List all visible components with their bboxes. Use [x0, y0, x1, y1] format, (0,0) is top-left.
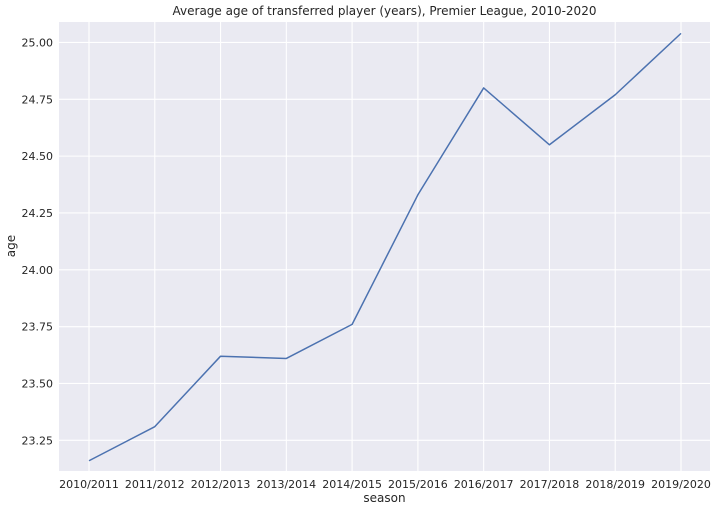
y-tick-label: 23.75: [22, 321, 54, 334]
x-axis-label: season: [363, 491, 405, 505]
series-group: [88, 32, 682, 462]
x-tick-label: 2010/2011: [59, 478, 119, 491]
x-tick-label: 2018/2019: [585, 478, 645, 491]
x-tick-labels: 2010/2011 2011/2012 2012/2013 2013/2014 2014…: [59, 478, 711, 491]
y-tick-labels: 23.25 23.50 23.75 24.00 24.25 24.50 24.75 25.00: [22, 36, 54, 447]
plot-area: [59, 22, 710, 471]
x-tick-label: 2016/2017: [454, 478, 514, 491]
series-line: [88, 32, 682, 462]
x-tick-label: 2019/2020: [651, 478, 711, 491]
x-tick-label: 2017/2018: [520, 478, 580, 491]
x-tick-label: 2014/2015: [322, 478, 382, 491]
y-axis-label: age: [4, 235, 18, 257]
grid: [59, 22, 710, 471]
y-tick-label: 24.00: [22, 264, 54, 277]
y-tick-label: 23.25: [22, 434, 54, 447]
x-tick-label: 2011/2012: [125, 478, 185, 491]
x-tick-label: 2015/2016: [388, 478, 448, 491]
chart-title: Average age of transferred player (years…: [173, 4, 597, 18]
x-tick-label: 2012/2013: [191, 478, 251, 491]
x-tick-label: 2013/2014: [256, 478, 316, 491]
y-tick-label: 24.25: [22, 207, 54, 220]
y-tick-label: 24.75: [22, 93, 54, 106]
y-tick-label: 23.50: [22, 377, 54, 390]
y-tick-label: 25.00: [22, 36, 54, 49]
y-tick-label: 24.50: [22, 150, 54, 163]
